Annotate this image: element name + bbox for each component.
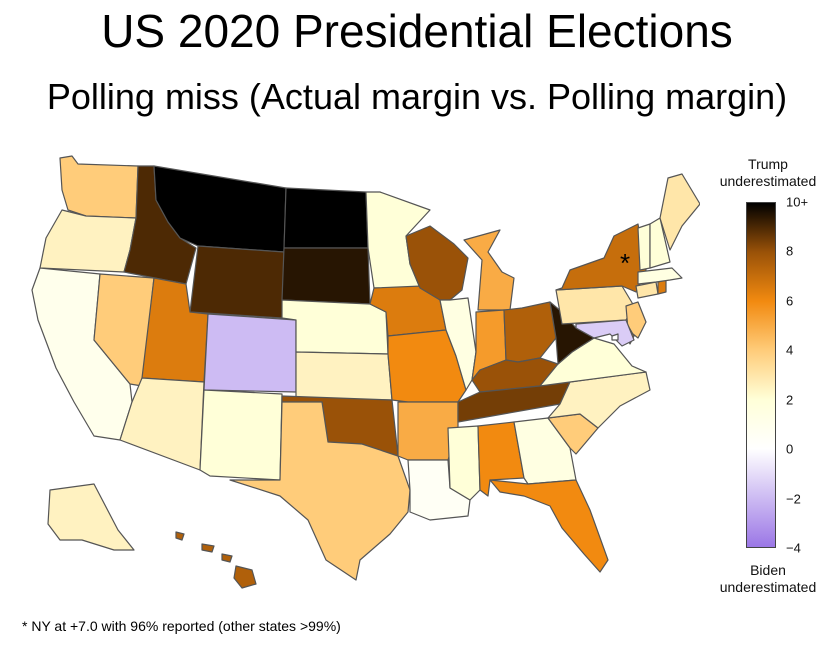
state-ma	[637, 267, 683, 285]
chart-subtitle: Polling miss (Actual margin vs. Polling …	[46, 76, 788, 117]
legend-tick: 4	[786, 342, 794, 358]
state-la	[407, 459, 471, 521]
state-ny	[555, 223, 647, 293]
state-hi	[175, 531, 257, 589]
legend-tick: 10+	[786, 194, 809, 210]
chart-title: US 2020 Presidential Elections	[101, 5, 733, 57]
state-il	[439, 297, 477, 391]
legend-tick: −4	[786, 540, 801, 556]
state-tx	[229, 401, 411, 581]
state-vt	[637, 223, 651, 271]
state-oh	[503, 301, 557, 363]
state-ne	[281, 299, 389, 355]
state-wy	[189, 245, 285, 319]
legend-tick: 6	[786, 293, 794, 309]
state-az	[119, 377, 205, 471]
us-choropleth-map	[31, 155, 700, 589]
state-wa	[59, 155, 139, 219]
legend-tick: 2	[786, 392, 794, 408]
state-sd	[281, 247, 371, 305]
state-pa	[555, 285, 635, 325]
legend-tick: 8	[786, 243, 794, 259]
state-mi	[463, 229, 515, 311]
state-ms	[447, 425, 481, 501]
state-fl	[489, 479, 609, 573]
state-wi	[405, 225, 469, 301]
state-co	[203, 313, 297, 393]
ny-annotation-asterisk: *	[620, 248, 631, 278]
state-nv	[93, 273, 155, 387]
state-or	[39, 209, 137, 273]
footnote: * NY at +7.0 with 96% reported (other st…	[22, 618, 341, 634]
state-nh	[649, 217, 671, 269]
state-nd	[283, 187, 369, 249]
legend-tick: 0	[786, 441, 794, 457]
legend-tick: −2	[786, 491, 801, 507]
legend-color-bar	[746, 202, 776, 548]
state-ks	[295, 351, 393, 401]
legend-top-label: Trump underestimated	[719, 156, 817, 189]
state-dc	[611, 333, 619, 341]
legend-bottom-label: Biden underestimated	[719, 562, 817, 595]
state-ak	[47, 483, 135, 551]
state-nm	[199, 389, 283, 481]
state-me	[659, 173, 700, 251]
